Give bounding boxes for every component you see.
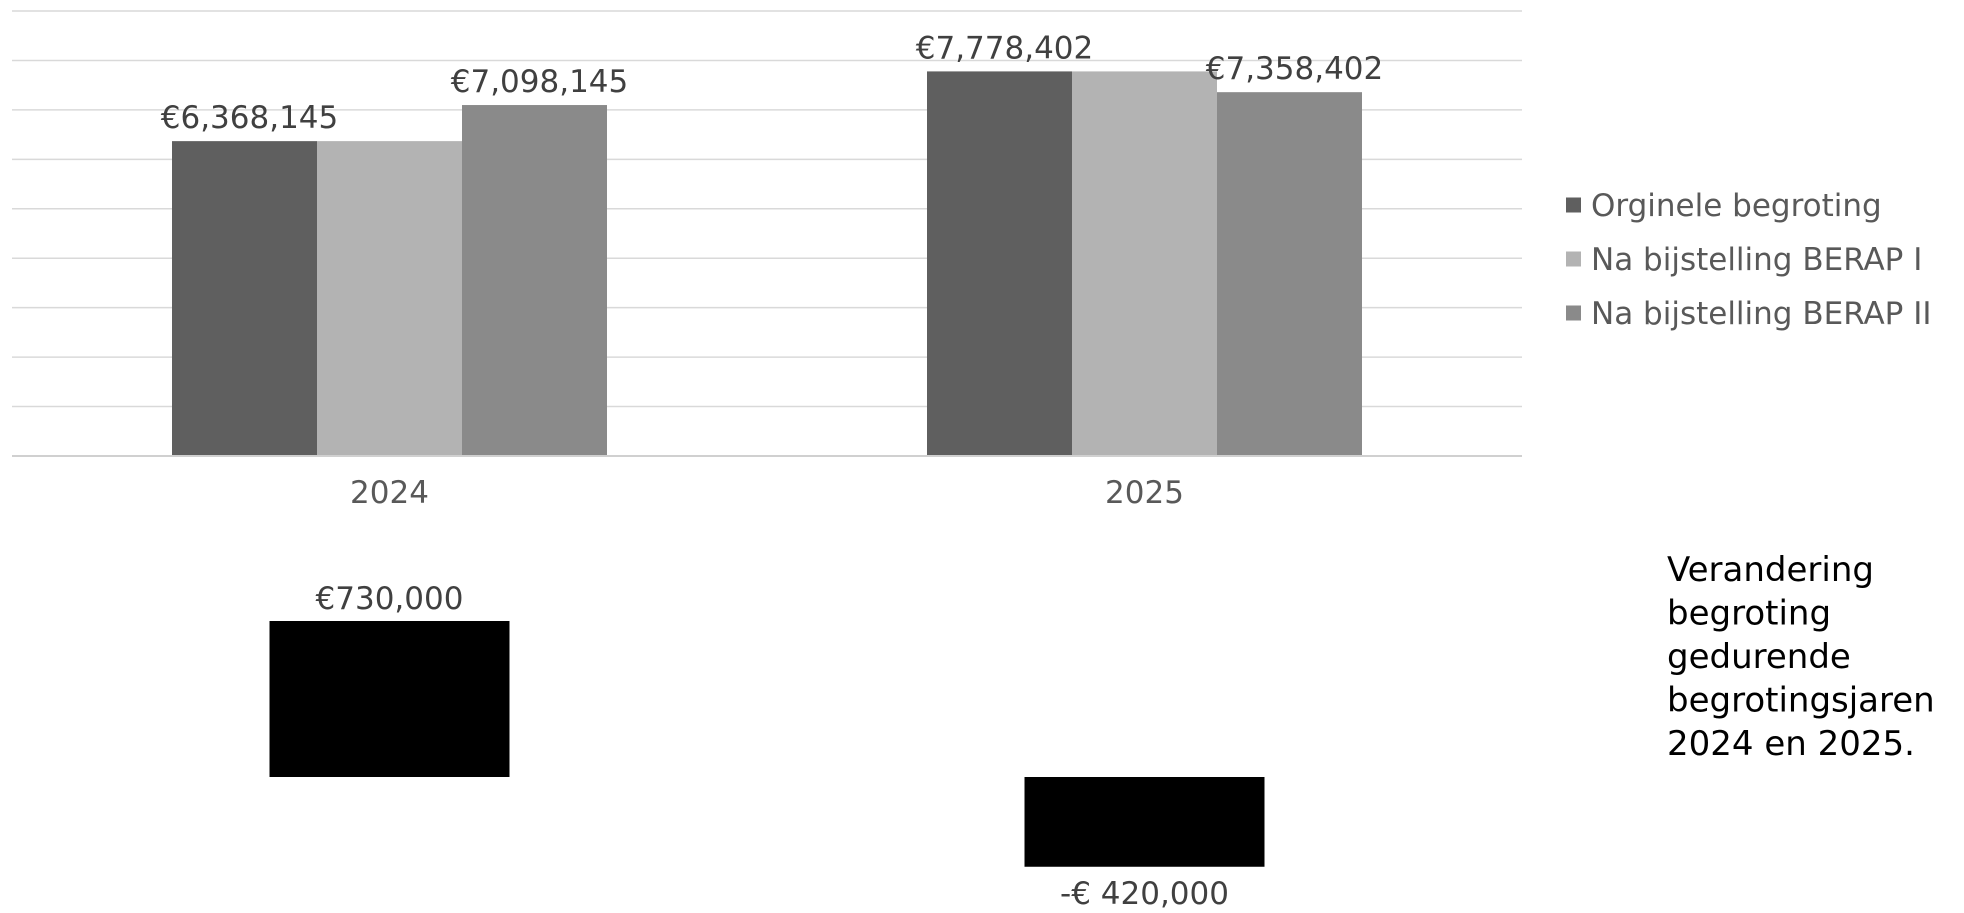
change-chart: €730,000 -€ 420,000 (269, 581, 1265, 912)
bar-2025-1 (927, 71, 1072, 456)
bar-2024-2 (317, 141, 462, 456)
caption-line-4: begrotingsjaren (1667, 681, 1935, 721)
data-label-2: €7,778,402 (916, 30, 1094, 66)
legend-label-3: Na bijstelling BERAP II (1591, 296, 1932, 332)
legend-swatch-3 (1566, 305, 1581, 321)
bar-2025-2 (1072, 71, 1217, 456)
data-labels: €6,368,145 €7,098,145 €7,778,402 €7,358,402 (161, 30, 1384, 136)
legend-label-2: Na bijstelling BERAP I (1591, 242, 1922, 278)
caption: Verandering begroting gedurende begrotingsj… (1667, 550, 1935, 764)
legend-label-1: Orginele begroting (1591, 188, 1882, 224)
category-ticks: 2024 2025 (350, 475, 1184, 511)
bar-2024-1 (172, 141, 317, 456)
data-label-1: €7,098,145 (451, 64, 629, 100)
change-label-2025: -€ 420,000 (1060, 876, 1229, 912)
change-bar-2024 (269, 621, 510, 777)
data-label-0: €6,368,145 (161, 100, 339, 136)
main-bars (172, 71, 1362, 456)
data-label-3: €7,358,402 (1206, 51, 1384, 87)
bar-2025-3 (1217, 92, 1362, 456)
caption-line-3: gedurende (1667, 637, 1851, 677)
legend: Orginele begroting Na bijstelling BERAP I… (1566, 188, 1932, 332)
caption-line-1: Verandering (1667, 550, 1874, 590)
change-label-2024: €730,000 (316, 581, 464, 617)
caption-line-5: 2024 en 2025. (1667, 724, 1915, 764)
x-tick-2025: 2025 (1105, 475, 1184, 511)
change-bar-2025 (1024, 777, 1265, 867)
legend-swatch-1 (1566, 197, 1581, 213)
bar-2024-3 (462, 105, 607, 456)
x-tick-2024: 2024 (350, 475, 429, 511)
legend-swatch-2 (1566, 251, 1581, 267)
caption-line-2: begroting (1667, 594, 1831, 634)
